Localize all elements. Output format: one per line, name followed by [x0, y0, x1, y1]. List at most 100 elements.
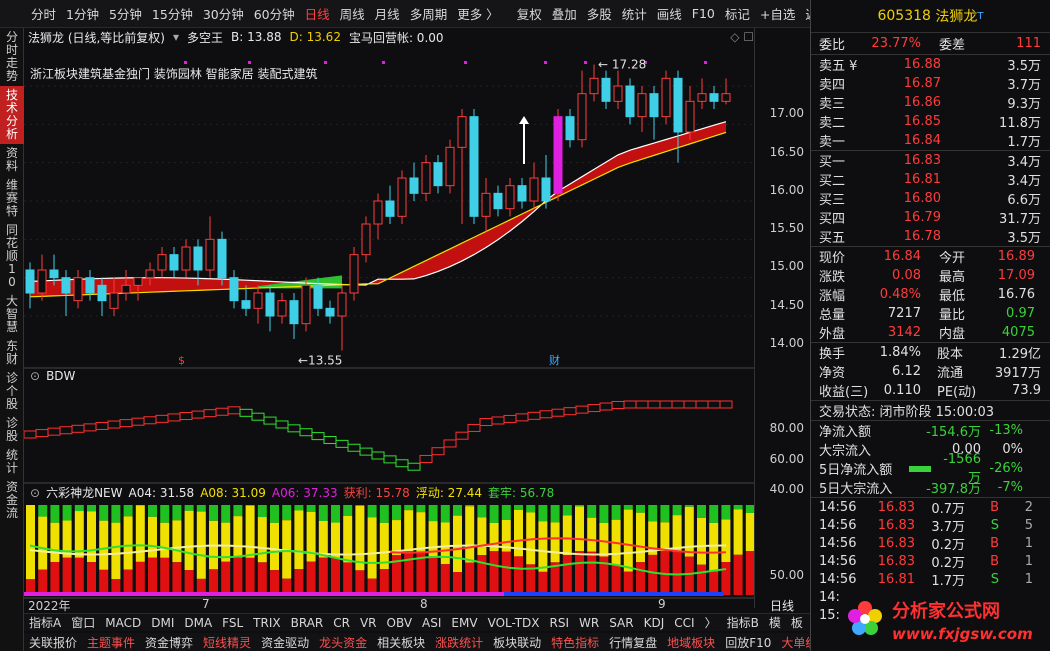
- rail-item-8[interactable]: 诊股: [5, 416, 18, 443]
- indicator-dropdown-icon[interactable]: ▾: [173, 30, 180, 44]
- rail-item-1[interactable]: 技术分析: [0, 86, 24, 144]
- bdw-tick: 40.00: [769, 482, 804, 496]
- indicator-tab-22[interactable]: 板: [790, 616, 803, 630]
- feature-tab-7[interactable]: 涨跌统计: [435, 635, 484, 650]
- toolbar-item-10[interactable]: 更多 〉: [457, 7, 499, 22]
- toolbar-item-1[interactable]: 1分钟: [66, 7, 99, 22]
- toolbar-item-17[interactable]: 标记: [724, 7, 750, 22]
- tick-vol: 0.2万: [931, 537, 965, 553]
- lc-title[interactable]: 六彩神龙NEW: [46, 486, 123, 500]
- indicator-tab-9[interactable]: VR: [359, 615, 377, 630]
- rail-item-7[interactable]: 诊个股: [5, 371, 18, 411]
- indicator-tab-3[interactable]: DMI: [151, 615, 175, 630]
- feature-tab-6[interactable]: 相关板块: [377, 635, 426, 650]
- indicator-tab-5[interactable]: FSL: [222, 615, 244, 630]
- toolbar-item-8[interactable]: 月线: [374, 7, 400, 22]
- lc-bar-green: [367, 505, 377, 518]
- toolbar-item-2[interactable]: 5分钟: [108, 7, 142, 22]
- indicator-tab-6[interactable]: TRIX: [253, 615, 281, 630]
- indicator-tab-10[interactable]: OBV: [386, 615, 413, 630]
- weibi-row: 委比 23.77% 委差 111: [811, 33, 1050, 54]
- indicator-tab-2[interactable]: MACD: [105, 615, 142, 630]
- toolbar-item-11[interactable]: 复权: [516, 7, 542, 22]
- toolbar-item-12[interactable]: 叠加: [551, 7, 577, 22]
- indicator-tab-19[interactable]: 〉: [704, 616, 717, 630]
- lc-bar-yellow: [745, 512, 754, 552]
- lc-bar-red: [648, 554, 658, 595]
- feature-tab-3[interactable]: 短线精灵: [203, 635, 252, 650]
- indicator-tab-21[interactable]: 模: [768, 616, 781, 630]
- rail-item-2[interactable]: 资料: [5, 146, 18, 173]
- indicator-tab-7[interactable]: BRAR: [290, 615, 324, 630]
- toolbar-item-6[interactable]: 日线: [304, 7, 330, 22]
- price-tick: 16.00: [769, 183, 804, 197]
- indicator-tab-4[interactable]: DMA: [184, 615, 213, 630]
- rail-item-6[interactable]: 东财: [5, 339, 18, 366]
- indicator-tab-13[interactable]: VOL-TDX: [487, 615, 540, 630]
- toolbar-item-4[interactable]: 30分钟: [202, 7, 244, 22]
- indicator-tab-16[interactable]: SAR: [609, 615, 634, 630]
- tick-vol: 0.2万: [931, 555, 965, 571]
- settings-diamond-icon[interactable]: ◇ ☐: [730, 30, 754, 44]
- feature-tab-2[interactable]: 资金博弈: [145, 635, 194, 650]
- toolbar-item-18[interactable]: +自选: [759, 7, 796, 22]
- lc-bar-yellow: [294, 510, 304, 570]
- feature-tab-9[interactable]: 特色指标: [551, 635, 600, 650]
- d-value: D: 13.62: [289, 30, 341, 44]
- bdw-dropdown-icon[interactable]: ⊙: [30, 369, 41, 383]
- toolbar-item-16[interactable]: F10: [691, 6, 715, 21]
- indicator-tab-20[interactable]: 指标B: [726, 616, 759, 630]
- feature-tab-10[interactable]: 行情复盘: [609, 635, 658, 650]
- indicator-tab-12[interactable]: EMV: [451, 615, 478, 630]
- toolbar-item-15[interactable]: 画线: [656, 7, 682, 22]
- indicator-tab-14[interactable]: RSI: [549, 615, 570, 630]
- feature-tab-1[interactable]: 主题事件: [87, 635, 136, 650]
- feature-tab-0[interactable]: 关联报价: [29, 635, 78, 650]
- feature-tab-5[interactable]: 龙头资金: [319, 635, 368, 650]
- toolbar-item-9[interactable]: 多周期: [409, 7, 448, 22]
- rail-item-3[interactable]: 维赛特: [5, 178, 18, 218]
- stat-label: 最低: [939, 289, 966, 304]
- lc-bar-yellow: [404, 510, 414, 552]
- lc-bar-red: [379, 568, 389, 595]
- lc-bar-green: [575, 505, 584, 507]
- toolbar-item-3[interactable]: 15分钟: [151, 7, 193, 22]
- lc-dropdown-icon[interactable]: ⊙: [30, 485, 41, 500]
- feature-tab-4[interactable]: 资金驱动: [261, 635, 310, 650]
- toolbar-item-7[interactable]: 周线: [339, 7, 365, 22]
- candle: [313, 277, 323, 316]
- rail-item-5[interactable]: 大智慧: [5, 294, 18, 334]
- lc-bar-red: [257, 562, 267, 595]
- feature-tab-13[interactable]: 大单统计: [781, 635, 810, 650]
- kline-chart[interactable]: ← 17.28 ←13.55 $ 财: [24, 28, 754, 613]
- indicator-tab-0[interactable]: 指标A: [29, 616, 62, 630]
- feature-tab-12[interactable]: 回放F10: [725, 635, 772, 650]
- bdw-title[interactable]: BDW: [46, 369, 76, 383]
- rail-item-10[interactable]: 资金流: [5, 480, 18, 520]
- toolbar-item-13[interactable]: 多股: [586, 7, 612, 22]
- stat2-row: 净资 6.12 流通 3917万: [811, 362, 1050, 381]
- indicator-tab-17[interactable]: KDJ: [643, 615, 665, 630]
- bid-price: 16.80: [903, 191, 941, 206]
- stat-value: 16.89: [997, 249, 1035, 264]
- indicator-name[interactable]: 多空王: [187, 30, 224, 45]
- rail-item-9[interactable]: 统计: [5, 448, 18, 475]
- lc-bar-yellow: [379, 522, 389, 569]
- toolbar-item-14[interactable]: 统计: [621, 7, 647, 22]
- bid-vol: 3.4万: [1007, 174, 1041, 189]
- toolbar-item-0[interactable]: 分时: [31, 7, 57, 22]
- indicator-tab-8[interactable]: CR: [333, 615, 350, 630]
- bid-vol: 3.4万: [1007, 155, 1041, 170]
- feature-tab-8[interactable]: 板块联动: [493, 635, 542, 650]
- indicator-tab-18[interactable]: CCI: [674, 615, 695, 630]
- indicator-tab-1[interactable]: 窗口: [71, 616, 96, 630]
- rail-item-0[interactable]: 分时走势: [5, 30, 18, 83]
- indicator-tab-11[interactable]: ASI: [422, 615, 442, 630]
- feature-tab-11[interactable]: 地域板块: [667, 635, 716, 650]
- flow-row: 大宗流入 0.00 0%: [811, 440, 1050, 459]
- candle: [685, 86, 695, 140]
- indicator-tab-15[interactable]: WR: [579, 615, 600, 630]
- toolbar-item-5[interactable]: 60分钟: [253, 7, 295, 22]
- stat2-value: 0.110: [883, 383, 921, 398]
